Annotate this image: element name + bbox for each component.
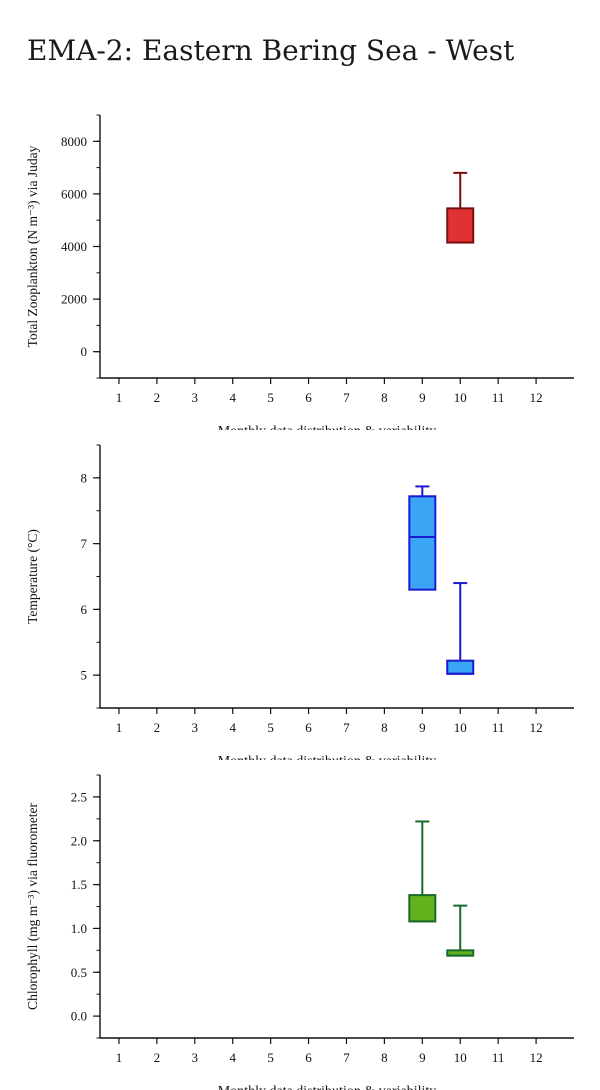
- y-tick-label: 4000: [61, 239, 87, 254]
- x-tick-label: 12: [530, 720, 543, 735]
- x-tick-label: 1: [116, 1050, 123, 1065]
- x-tick-label: 8: [381, 1050, 388, 1065]
- y-tick-label: 8000: [61, 134, 87, 149]
- y-tick-label: 2000: [61, 292, 87, 307]
- x-axis-title: Monthly data distribution & variability: [218, 754, 437, 760]
- zooplankton-chart: 02000400060008000123456789101112Monthly …: [0, 100, 600, 430]
- y-tick-label: 0: [81, 344, 88, 359]
- x-tick-label: 4: [229, 390, 236, 405]
- y-tick-label: 6000: [61, 186, 87, 201]
- x-tick-label: 9: [419, 720, 426, 735]
- y-tick-label: 5: [81, 668, 88, 683]
- y-tick-label: 2.0: [71, 833, 87, 848]
- x-tick-label: 5: [267, 1050, 274, 1065]
- x-tick-label: 3: [192, 1050, 199, 1065]
- y-axis-title: Chlorophyll (mg m⁻³) via fluorometer: [25, 803, 40, 1010]
- y-tick-label: 8: [81, 470, 88, 485]
- y-axis-title: Temperature (°C): [25, 529, 40, 624]
- chart-svg: 0.00.51.01.52.02.5123456789101112Monthly…: [25, 774, 574, 1090]
- x-tick-label: 6: [305, 390, 312, 405]
- x-tick-label: 3: [192, 720, 199, 735]
- x-tick-label: 8: [381, 720, 388, 735]
- x-tick-label: 11: [492, 1050, 505, 1065]
- y-tick-label: 1.5: [71, 877, 87, 892]
- x-tick-label: 11: [492, 390, 505, 405]
- box-month-10: [446, 659, 475, 675]
- box-month-10: [446, 207, 475, 244]
- page-title: EMA-2: Eastern Bering Sea - West: [27, 34, 515, 67]
- chlorophyll-chart: 0.00.51.01.52.02.5123456789101112Monthly…: [0, 762, 600, 1090]
- x-axis-title: Monthly data distribution & variability: [218, 1084, 437, 1090]
- x-tick-label: 3: [192, 390, 199, 405]
- x-tick-label: 7: [343, 1050, 350, 1065]
- y-tick-label: 0.5: [71, 965, 87, 980]
- x-tick-label: 10: [454, 1050, 467, 1065]
- x-tick-label: 5: [267, 390, 274, 405]
- y-tick-label: 1.0: [71, 921, 87, 936]
- x-tick-label: 4: [229, 720, 236, 735]
- y-axis-title: Total Zooplankton (N m⁻³) via Juday: [25, 145, 40, 347]
- x-tick-label: 1: [116, 720, 123, 735]
- y-tick-label: 0.0: [71, 1009, 87, 1024]
- x-axis-title: Monthly data distribution & variability: [218, 424, 437, 430]
- x-tick-label: 1: [116, 390, 123, 405]
- temperature-chart: 5678123456789101112Monthly data distribu…: [0, 432, 600, 760]
- x-tick-label: 2: [154, 390, 161, 405]
- box-month-9: [408, 894, 437, 923]
- y-tick-label: 7: [81, 536, 88, 551]
- y-tick-label: 6: [81, 602, 88, 617]
- x-tick-label: 6: [305, 720, 312, 735]
- x-tick-label: 12: [530, 1050, 543, 1065]
- x-tick-label: 7: [343, 390, 350, 405]
- chart-svg: 5678123456789101112Monthly data distribu…: [25, 444, 574, 760]
- x-tick-label: 11: [492, 720, 505, 735]
- x-tick-label: 4: [229, 1050, 236, 1065]
- x-tick-label: 8: [381, 390, 388, 405]
- x-tick-label: 6: [305, 1050, 312, 1065]
- x-tick-label: 2: [154, 720, 161, 735]
- x-tick-label: 5: [267, 720, 274, 735]
- box-month-9: [408, 495, 437, 591]
- x-tick-label: 9: [419, 1050, 426, 1065]
- x-tick-label: 2: [154, 1050, 161, 1065]
- x-tick-label: 12: [530, 390, 543, 405]
- x-tick-label: 7: [343, 720, 350, 735]
- x-tick-label: 10: [454, 390, 467, 405]
- x-tick-label: 9: [419, 390, 426, 405]
- chart-svg: 02000400060008000123456789101112Monthly …: [25, 114, 574, 430]
- x-tick-label: 10: [454, 720, 467, 735]
- y-tick-label: 2.5: [71, 789, 87, 804]
